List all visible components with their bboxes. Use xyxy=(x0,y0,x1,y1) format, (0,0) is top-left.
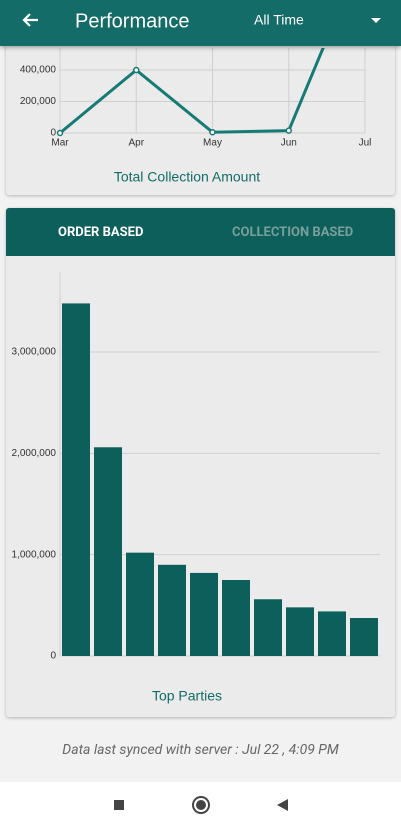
line-chart: Total Collection Amount 0 200,000 400,000 M… xyxy=(20,48,372,185)
y-tick-label: 0 xyxy=(50,128,56,139)
app-bar-content: Performance All Time xyxy=(22,10,381,32)
sync-status: Data last synced with server : Jul 22 , … xyxy=(62,742,339,758)
y-tick-label: 3,000,000 xyxy=(12,347,57,358)
bar xyxy=(350,618,378,656)
bar xyxy=(254,599,282,656)
recents-button[interactable] xyxy=(114,800,124,810)
nav-icons xyxy=(114,796,288,814)
y-tick-label: 200,000 xyxy=(20,96,57,107)
x-tick-label: May xyxy=(203,138,222,149)
back-nav-button[interactable] xyxy=(277,799,288,811)
x-tick-label: Apr xyxy=(128,138,144,149)
bar xyxy=(62,303,90,656)
bar xyxy=(94,447,122,656)
y-tick-label: 1,000,000 xyxy=(12,549,57,560)
bar xyxy=(286,607,314,656)
bar xyxy=(318,611,346,656)
app-bar: Performance All Time xyxy=(0,0,401,46)
chart-title: Total Collection Amount xyxy=(114,169,260,185)
bar xyxy=(158,564,186,656)
y-tick-label: 2,000,000 xyxy=(12,448,57,459)
bar xyxy=(222,580,250,656)
parties-card: ORDER BASED COLLECTION BASED Top Parties… xyxy=(6,208,395,717)
x-tick-label: Mar xyxy=(51,138,69,149)
tab-order-based[interactable]: ORDER BASED xyxy=(58,225,144,240)
x-tick-label: Jul xyxy=(359,138,372,149)
x-tick-label: Jun xyxy=(281,138,297,149)
home-dot xyxy=(196,800,206,810)
nav-bar xyxy=(0,782,401,827)
period-select[interactable]: All Time xyxy=(254,12,304,28)
bar-chart: Top Parties 0 1,000,000 2,000,000 3,000,000 xyxy=(12,272,380,704)
data-point xyxy=(285,127,292,134)
dropdown-caret[interactable] xyxy=(371,18,381,23)
data-point xyxy=(133,66,140,74)
bar xyxy=(190,572,218,656)
tab-collection-based[interactable]: COLLECTION BASED xyxy=(232,225,354,240)
tab-bar: ORDER BASED COLLECTION BASED xyxy=(6,208,395,256)
bar xyxy=(126,552,154,656)
back-button[interactable] xyxy=(22,13,38,27)
data-point xyxy=(209,128,216,136)
home-button[interactable] xyxy=(192,796,210,814)
data-point xyxy=(56,129,64,137)
y-tick-label: 0 xyxy=(50,651,56,662)
chart-title: Top Parties xyxy=(152,688,222,704)
collection-card: Total Collection Amount 0 200,000 400,000 M… xyxy=(6,40,395,195)
y-tick-label: 400,000 xyxy=(20,65,57,76)
page-title: Performance xyxy=(75,10,190,32)
